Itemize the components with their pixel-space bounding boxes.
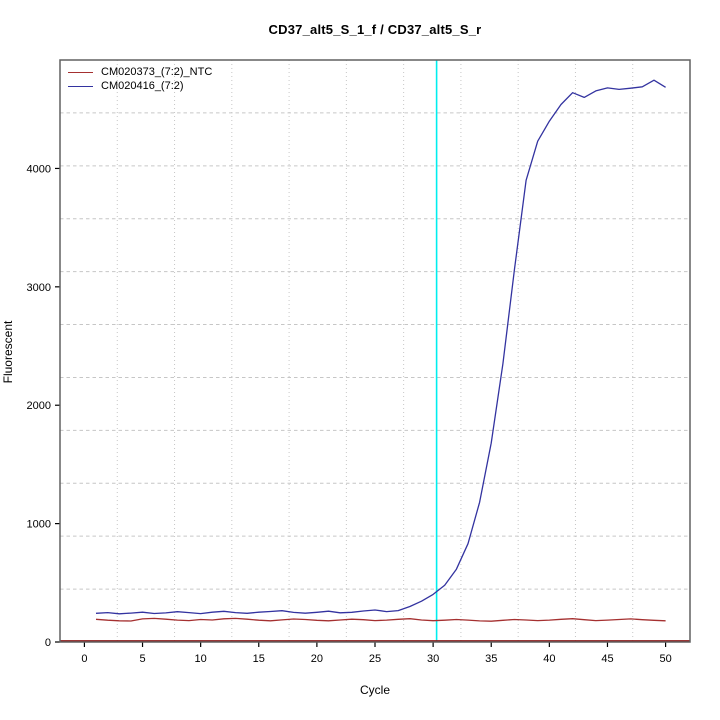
y-tick-label: 4000 (27, 163, 51, 175)
y-tick-label: 1000 (27, 519, 51, 531)
legend-item-ntc: CM020373_(7:2)_NTC (68, 65, 212, 79)
legend: CM020373_(7:2)_NTC CM020416_(7:2) (68, 65, 212, 93)
x-tick-label: 45 (601, 653, 613, 665)
plot-border (59, 59, 691, 643)
x-tick-label: 35 (485, 653, 497, 665)
legend-label-ntc: CM020373_(7:2)_NTC (101, 66, 213, 78)
x-tick-label: 0 (81, 653, 87, 665)
x-axis-label: Cycle (359, 683, 390, 697)
x-tick-label: 30 (427, 653, 439, 665)
x-tick-label: 10 (195, 653, 207, 665)
y-tick-label: 3000 (27, 282, 51, 294)
y-tick-label: 0 (45, 637, 51, 649)
x-tick-label: 25 (369, 653, 381, 665)
amplification-curve (95, 79, 666, 615)
y-tick-label: 2000 (27, 400, 51, 412)
legend-line-sample-ntc (68, 71, 93, 73)
legend-item-sample: CM020416_(7:2) (68, 79, 212, 93)
y-axis-label: Fluorescent (1, 320, 15, 384)
ntc-curve (95, 617, 666, 622)
legend-label-sample: CM020416_(7:2) (101, 80, 184, 92)
x-tick-label: 50 (659, 653, 671, 665)
x-tick-label: 15 (253, 653, 265, 665)
x-tick-label: 40 (543, 653, 555, 665)
legend-line-sample-sample (68, 85, 93, 87)
chart-title: CD37_alt5_S_1_f / CD37_alt5_S_r (268, 22, 482, 37)
x-tick-label: 5 (139, 653, 145, 665)
x-tick-label: 20 (311, 653, 323, 665)
